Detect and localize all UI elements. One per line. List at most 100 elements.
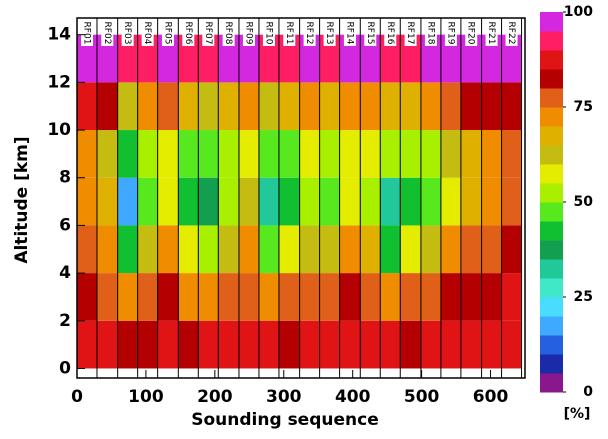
cell xyxy=(420,320,441,369)
cell xyxy=(137,130,158,178)
cell xyxy=(440,273,461,321)
x-tick-label: 200 xyxy=(197,387,233,407)
cell xyxy=(157,34,179,83)
cell xyxy=(481,177,502,226)
colorbar-swatch xyxy=(540,221,563,241)
cell xyxy=(339,82,361,131)
colorbar-tick-label: 50 xyxy=(574,194,594,210)
flight-label: RF18 xyxy=(425,22,435,45)
x-tick-label: 100 xyxy=(128,387,164,407)
colorbar-swatch xyxy=(540,88,563,108)
cell xyxy=(440,320,461,369)
flight-label-box xyxy=(182,19,195,46)
cell xyxy=(380,320,401,369)
x-tick-label: 500 xyxy=(404,387,440,407)
cell xyxy=(299,82,320,131)
cell xyxy=(77,273,97,321)
cell xyxy=(380,177,401,226)
flight-label-box xyxy=(323,19,336,46)
y-tick-label: 10 xyxy=(47,120,71,140)
cell xyxy=(380,130,401,178)
flight-label: RF02 xyxy=(102,22,112,45)
flight-label: RF09 xyxy=(243,22,253,45)
cell xyxy=(77,130,97,178)
cell xyxy=(400,320,421,369)
cell xyxy=(460,34,482,83)
cell xyxy=(481,130,502,178)
cell xyxy=(157,130,179,178)
flight-label: RF03 xyxy=(122,22,132,45)
colorbar-swatch xyxy=(540,202,563,222)
cell xyxy=(258,273,279,321)
cell xyxy=(77,320,97,369)
cell xyxy=(319,34,340,83)
cell xyxy=(137,177,158,226)
flight-label-box xyxy=(505,19,518,46)
cell xyxy=(117,82,138,131)
colorbar-tick-label: 100 xyxy=(564,4,593,20)
flight-label: RF12 xyxy=(304,22,314,45)
cell xyxy=(460,82,482,131)
flight-label: RF10 xyxy=(263,22,273,45)
cell xyxy=(319,273,340,321)
flight-label-box xyxy=(424,19,437,46)
colorbar-label: [%] xyxy=(564,406,591,422)
cell xyxy=(400,273,421,321)
colorbar-swatch xyxy=(540,259,563,279)
cell xyxy=(440,34,461,83)
cell xyxy=(501,82,522,131)
cell xyxy=(481,273,502,321)
cell xyxy=(299,130,320,178)
y-tick-label: 8 xyxy=(59,168,71,188)
cell xyxy=(460,320,482,369)
y-tick-label: 6 xyxy=(59,215,71,235)
cell xyxy=(178,130,199,178)
cell xyxy=(339,177,361,226)
cell xyxy=(400,82,421,131)
cell xyxy=(420,225,441,274)
flight-label-box xyxy=(262,19,275,46)
cell xyxy=(460,130,482,178)
cell xyxy=(420,82,441,131)
cell xyxy=(258,177,279,226)
flight-label-box xyxy=(364,19,377,46)
cell xyxy=(481,34,502,83)
cell xyxy=(440,225,461,274)
cell xyxy=(258,82,279,131)
cell xyxy=(137,320,158,369)
cell xyxy=(218,82,239,131)
cell xyxy=(198,273,219,321)
cell xyxy=(360,177,381,226)
plot-frame xyxy=(76,17,526,379)
cell xyxy=(319,320,340,369)
cell xyxy=(400,34,421,83)
y-axis-title: Altitude [km] xyxy=(12,136,32,263)
flight-label-box xyxy=(222,19,235,46)
colorbar-swatch xyxy=(540,335,563,355)
cell xyxy=(481,82,502,131)
cell xyxy=(319,225,340,274)
cell xyxy=(178,225,199,274)
cell xyxy=(218,34,239,83)
cell xyxy=(178,273,199,321)
cell xyxy=(258,320,279,369)
cell xyxy=(258,34,279,83)
cell xyxy=(77,34,97,83)
cell xyxy=(339,130,361,178)
cell xyxy=(137,82,158,131)
flight-label: RF04 xyxy=(142,22,152,45)
cell xyxy=(258,130,279,178)
cell xyxy=(278,34,300,83)
x-tick-label: 600 xyxy=(473,387,509,407)
cell xyxy=(278,273,300,321)
cell xyxy=(501,177,522,226)
cell xyxy=(218,177,239,226)
flight-label: RF17 xyxy=(405,22,415,45)
cell xyxy=(481,320,502,369)
flight-label-box xyxy=(161,19,174,46)
colorbar-swatch xyxy=(540,107,563,127)
cell xyxy=(198,225,219,274)
cell xyxy=(117,34,138,83)
cell xyxy=(238,34,259,83)
